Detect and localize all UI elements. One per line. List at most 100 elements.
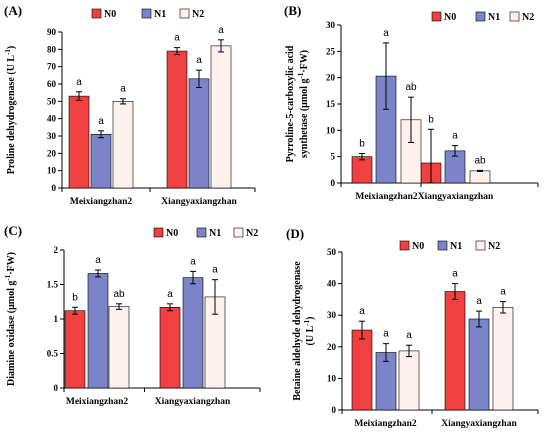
significance-letter: b — [428, 114, 434, 125]
legend-label-n2: N2 — [246, 228, 258, 239]
significance-letter: a — [120, 84, 126, 95]
chart-panel-b: (B) 0 5 10 15 20 25 30 Meixiangzhan2 Xiangyaxiang… — [284, 3, 539, 202]
significance-letter: a — [452, 269, 458, 280]
legend-swatch-n1 — [475, 11, 486, 22]
legend-swatch-n2 — [509, 11, 520, 22]
legend-swatch-n0 — [91, 8, 102, 19]
bar-n0-xiangyaxiangzhan — [166, 50, 188, 189]
bar-n1-meixiangzhan2 — [90, 133, 112, 189]
bar-n0-meixiangzhan2 — [351, 329, 373, 411]
y-tick-label: 0.5 — [47, 349, 59, 359]
y-tick-label: 0 — [54, 383, 59, 393]
y-tick-label: 30 — [47, 131, 57, 141]
significance-letter: a — [383, 28, 389, 39]
y-tick-label: 30 — [326, 20, 336, 30]
legend-label-n1: N1 — [154, 9, 166, 20]
legend-label-n0: N0 — [166, 228, 178, 239]
legend-swatch-n1 — [141, 8, 152, 19]
y-tick-label: 10 — [327, 373, 337, 383]
bar-n2-meixiangzhan2 — [398, 350, 420, 411]
y-tick-label: 50 — [47, 96, 57, 106]
legend-label-n0: N0 — [444, 12, 456, 23]
chart-panel-d: (D) 0 10 20 30 40 50 Meixiangzhan2 Xiangyaxiangz… — [286, 226, 539, 429]
y-axis-label-line1: Pyrroline-5-carboxylic acid — [285, 45, 296, 162]
y-axis-label: Proline dehydrogenase (U L-1) — [4, 46, 17, 175]
y-tick-label: 80 — [47, 44, 57, 54]
category-label-meixiangzhan2: Meixiangzhan2 — [66, 397, 129, 407]
bar-n2-meixiangzhan2 — [108, 306, 130, 389]
category-label-meixiangzhan2: Meixiangzhan2 — [354, 419, 417, 429]
y-tick-label: 0 — [52, 183, 57, 193]
significance-letter: a — [500, 287, 506, 298]
bar-n0-xiangyaxiangzhan — [444, 291, 466, 411]
y-axis-label-line2: (U L-1) — [303, 317, 316, 346]
y-tick-label: 20 — [47, 148, 57, 158]
bar-n1-xiangyaxiangzhan — [468, 318, 490, 411]
y-axis-label: Diamine oxidase (μmol g-1·FW) — [4, 252, 17, 386]
y-tick-label: 10 — [47, 166, 57, 176]
bar-n0-meixiangzhan2 — [351, 156, 373, 184]
legend: N0 N1 N2 — [91, 8, 204, 20]
significance-letter: a — [95, 255, 101, 266]
bar-n1-xiangyaxiangzhan — [182, 277, 204, 389]
chart-panel-c: (C) 0 0.5 1 1.5 2 Meixiangzhan2 Xiangyaxiangzha… — [4, 223, 261, 407]
y-tick-label: 5 — [331, 152, 336, 162]
legend-swatch-n2 — [179, 8, 190, 19]
bar-n2-xiangyaxiangzhan — [492, 306, 514, 411]
significance-letter: a — [383, 329, 389, 340]
y-tick-label: 2 — [54, 245, 59, 255]
category-label-meixiangzhan2: Meixiangzhan2 — [70, 197, 133, 207]
y-tick-label: 60 — [47, 79, 57, 89]
chart-panel-a: (A) 0 10 20 30 40 50 60 70 80 90 Meixiangzhan2 Xiang… — [4, 3, 256, 207]
bar-n0-meixiangzhan2 — [64, 310, 86, 389]
panel-letter: (B) — [284, 3, 301, 18]
y-tick-label: 30 — [327, 310, 337, 320]
significance-letter: a — [452, 131, 458, 142]
significance-letter: a — [167, 289, 173, 300]
y-tick-label: 20 — [327, 342, 337, 352]
legend: N0 N1 N2 — [399, 240, 500, 252]
significance-letter: a — [174, 33, 180, 44]
y-tick-label: 50 — [327, 247, 337, 257]
legend-swatch-n0 — [399, 240, 410, 251]
legend-label-n0: N0 — [104, 9, 116, 20]
panel-letter: (C) — [4, 223, 22, 238]
y-tick-label: 20 — [326, 73, 336, 83]
significance-letter: a — [212, 265, 218, 276]
significance-letter: ab — [113, 289, 125, 300]
y-tick-label: 10 — [326, 125, 336, 135]
y-axis-label-line2: synthetase (μmol g-1·FW) — [297, 50, 310, 158]
legend-label-n2: N2 — [522, 12, 534, 23]
bar-n2-xiangyaxiangzhan — [469, 170, 491, 184]
significance-letter: a — [76, 77, 82, 88]
significance-letter: a — [218, 25, 224, 36]
y-tick-label: 40 — [327, 279, 337, 289]
legend-swatch-n0 — [153, 227, 164, 238]
y-tick-label: 15 — [326, 99, 336, 109]
significance-letter: b — [359, 139, 365, 150]
significance-letter: a — [359, 306, 365, 317]
category-label-xiangyaxiangzhan: Xiangyaxiangzhan — [155, 397, 231, 407]
legend: N0 N1 N2 — [431, 11, 534, 23]
significance-letter: a — [98, 116, 104, 127]
y-tick-label: 90 — [47, 27, 57, 37]
bar-n2-xiangyaxiangzhan — [210, 45, 232, 189]
bar-n0-xiangyaxiangzhan — [159, 306, 181, 389]
y-tick-label: 0 — [332, 405, 337, 415]
category-label-xiangyaxiangzhan: Xiangyaxiangzhan — [418, 192, 494, 202]
y-tick-label: 70 — [47, 62, 57, 72]
y-tick-label: 1 — [54, 314, 59, 324]
significance-letter: a — [196, 55, 202, 66]
significance-letter: a — [476, 296, 482, 307]
legend-label-n1: N1 — [450, 241, 462, 252]
legend-label-n1: N1 — [209, 228, 221, 239]
bar-n0-meixiangzhan2 — [68, 95, 90, 189]
legend: N0 N1 N2 — [153, 227, 258, 239]
legend-swatch-n2 — [475, 240, 486, 251]
panel-letter: (D) — [286, 226, 304, 241]
category-label-meixiangzhan2: Meixiangzhan2 — [355, 192, 418, 202]
y-tick-label: 40 — [47, 114, 57, 124]
bar-n1-meixiangzhan2 — [87, 273, 109, 389]
legend-label-n2: N2 — [192, 9, 204, 20]
